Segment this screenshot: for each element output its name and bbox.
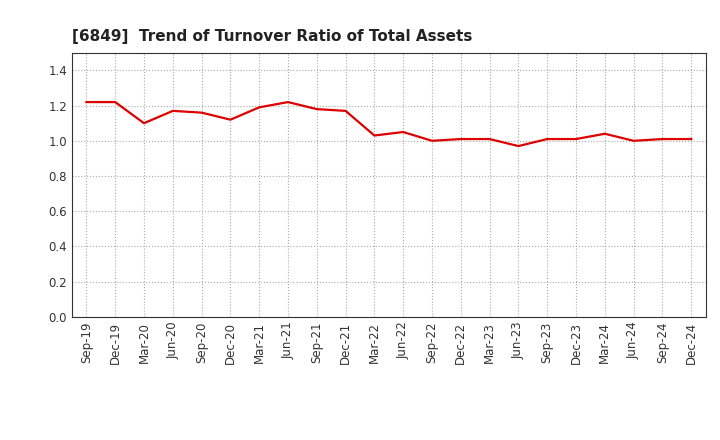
Text: [6849]  Trend of Turnover Ratio of Total Assets: [6849] Trend of Turnover Ratio of Total … <box>72 29 472 44</box>
